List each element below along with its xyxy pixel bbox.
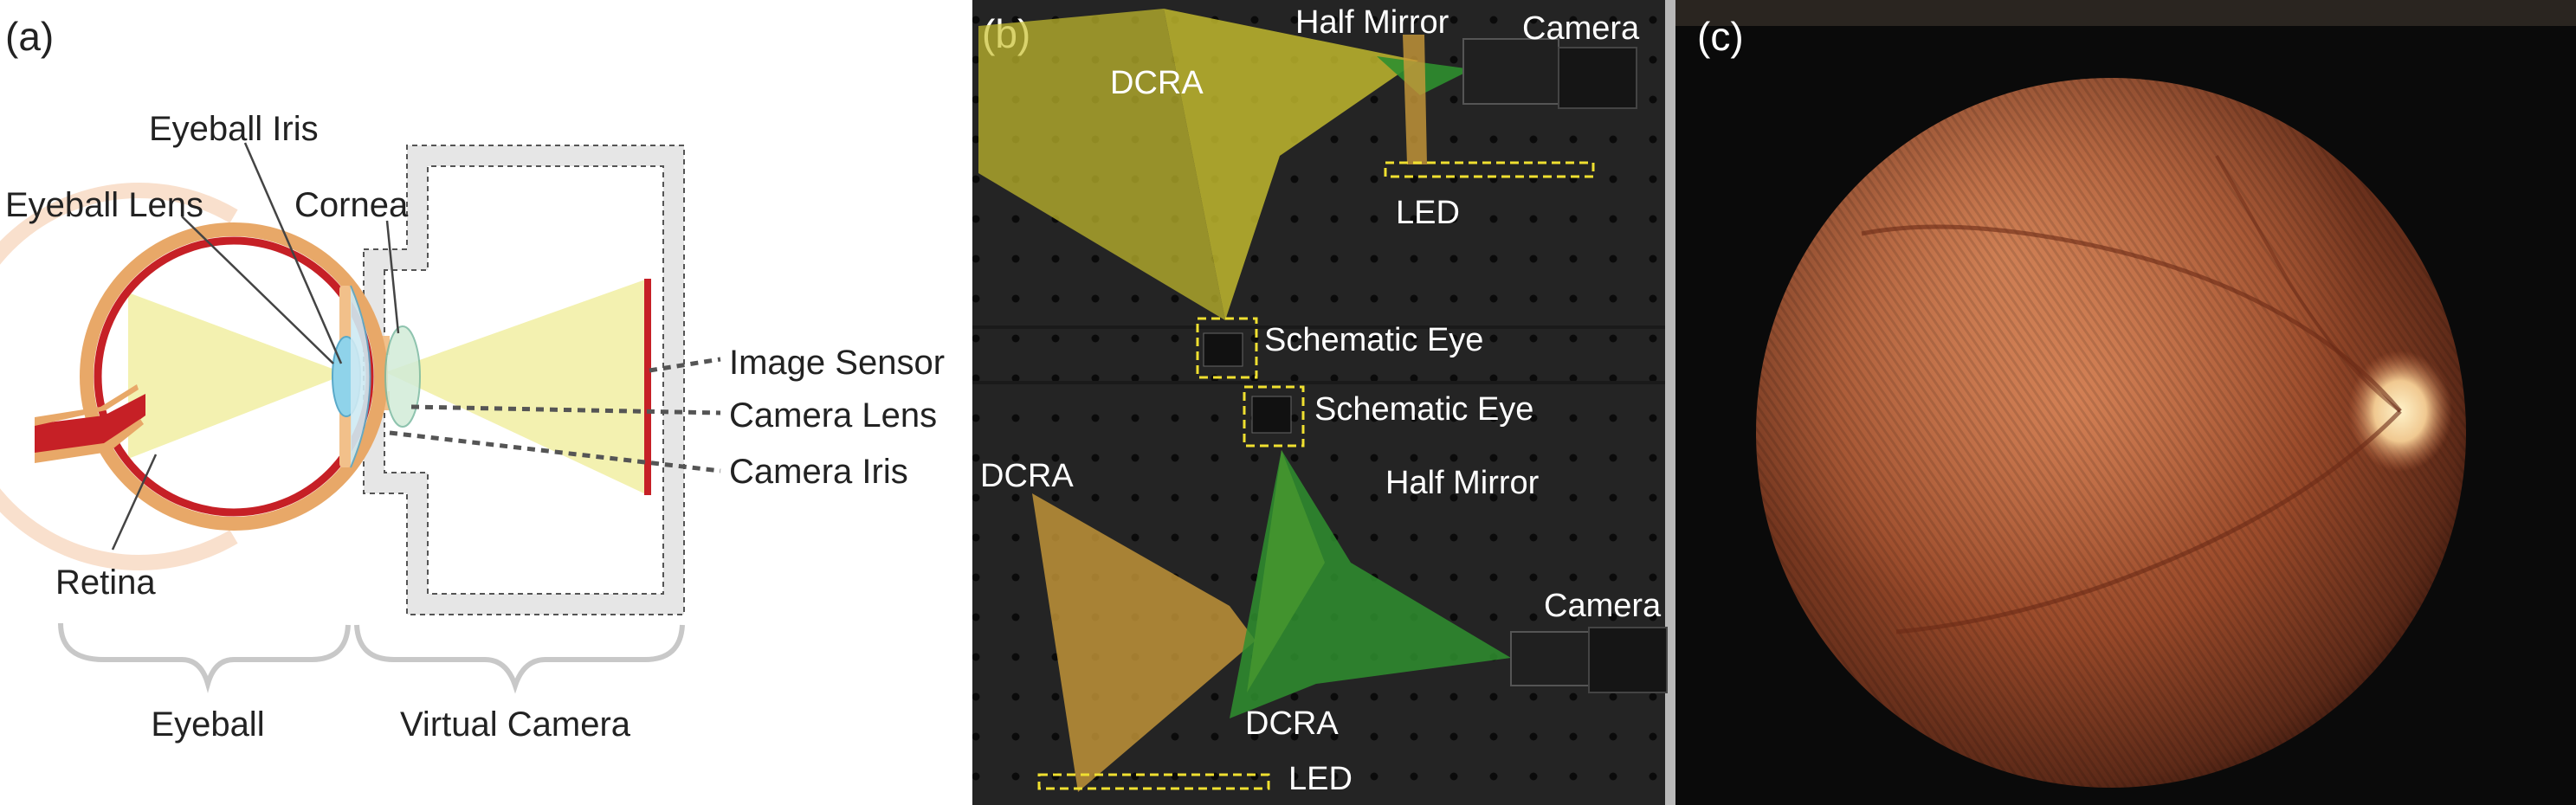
- optic-nerve-sheath-bottom: [35, 419, 144, 463]
- housing-outline-outer: [363, 145, 685, 615]
- panel-c: (c): [1675, 0, 2576, 805]
- dcra-bottom-shape: [1230, 450, 1511, 718]
- label-led-top: LED: [1396, 195, 1460, 231]
- panel-a-tag: (a): [5, 14, 54, 59]
- light-cone-sensor: [385, 279, 648, 495]
- led-top-box: [1384, 161, 1595, 178]
- dcra-top-left-wing: [978, 9, 1225, 320]
- brace-virtual-camera: [354, 624, 685, 694]
- label-dcra-bottom: DCRA: [1245, 705, 1339, 742]
- schematic-eye-2-box: [1243, 385, 1305, 448]
- label-image-sensor: Image Sensor: [729, 344, 945, 382]
- label-led-bottom: LED: [1288, 761, 1353, 797]
- sclera: [80, 222, 388, 531]
- label-eyeball-iris: Eyeball Iris: [149, 110, 319, 148]
- group-virtual-camera: Virtual Camera: [400, 705, 631, 744]
- group-eyeball: Eyeball: [151, 705, 264, 744]
- leader-cornea: [385, 220, 400, 334]
- label-camera-top: Camera: [1522, 10, 1640, 47]
- panel-b: (b) Half Mirror Camera DCRA LED Schemati…: [972, 0, 1675, 805]
- label-eyeball-lens: Eyeball Lens: [5, 186, 203, 224]
- cornea: [350, 285, 371, 468]
- camera-bottom-body: [1510, 631, 1590, 686]
- leader-camera-lens: [410, 404, 721, 415]
- label-half-mirror-bottom: Half Mirror: [1385, 465, 1540, 501]
- label-schematic-eye-1: Schematic Eye: [1264, 322, 1483, 358]
- label-cornea: Cornea: [294, 186, 409, 224]
- leader-eyeball-lens: [181, 216, 334, 364]
- label-schematic-eye-2: Schematic Eye: [1314, 391, 1533, 428]
- leader-eyeball-iris: [243, 142, 343, 364]
- panel-a: (a): [0, 14, 945, 744]
- dcra-left-shape: [1032, 493, 1256, 792]
- label-half-mirror-top: Half Mirror: [1295, 4, 1449, 41]
- image-sensor: [644, 279, 651, 495]
- optic-nerve: [35, 394, 145, 454]
- camera-top-body: [1462, 38, 1559, 105]
- light-cone-eye: [128, 293, 346, 459]
- vessel-lower: [1895, 409, 2402, 634]
- label-dcra-left: DCRA: [980, 458, 1074, 494]
- schematic-eye-1-box: [1196, 317, 1258, 379]
- panel-c-tag: (c): [1697, 14, 1744, 59]
- leader-retina: [111, 454, 158, 551]
- optic-nerve-sheath-top: [35, 384, 139, 426]
- leader-image-sensor: [649, 357, 721, 373]
- vessel-upper: [1861, 224, 2402, 413]
- label-camera-iris: Camera Iris: [729, 453, 908, 491]
- label-dcra-top: DCRA: [1110, 65, 1204, 101]
- label-camera-lens: Camera Lens: [729, 396, 937, 435]
- brace-eyeball: [58, 622, 351, 693]
- camera-lens: [384, 325, 421, 428]
- leader-camera-iris: [389, 430, 721, 473]
- label-retina: Retina: [55, 564, 156, 602]
- eye-halo: [0, 183, 238, 570]
- led-bottom-box: [1037, 773, 1270, 790]
- half-mirror-top-shape: [1403, 35, 1427, 164]
- housing-outline-inner: [384, 165, 664, 595]
- eyeball-iris-bottom: [339, 402, 352, 467]
- eyeball-iris-top: [339, 286, 352, 351]
- label-camera-bottom: Camera: [1544, 588, 1662, 624]
- dcra-top-shape: [1164, 9, 1418, 320]
